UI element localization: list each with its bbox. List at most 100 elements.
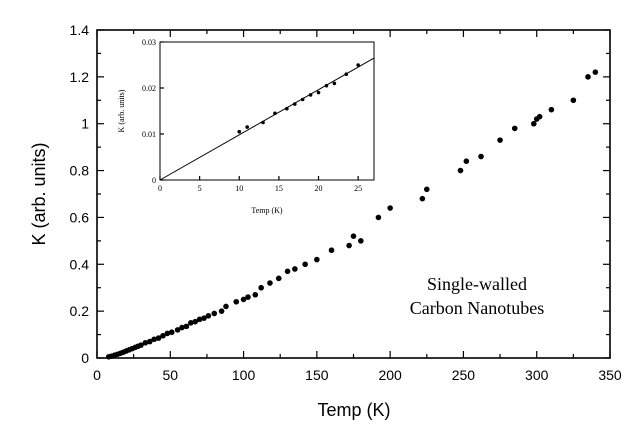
main-y-tick-label: 1.4 bbox=[70, 22, 90, 38]
main-data-point bbox=[275, 275, 282, 282]
inset-x-tick-label: 20 bbox=[315, 184, 323, 193]
inset-y-tick-label: 0.03 bbox=[142, 38, 156, 47]
inset-data-point bbox=[356, 63, 360, 67]
inset-x-tick-label: 10 bbox=[235, 184, 243, 193]
main-y-tick-label: 0.8 bbox=[70, 163, 90, 179]
main-data-point bbox=[218, 308, 225, 314]
annotation-line-2: Carbon Nanotubes bbox=[410, 298, 544, 318]
main-data-point bbox=[240, 296, 247, 303]
main-data-point bbox=[463, 158, 470, 164]
main-data-point bbox=[530, 120, 537, 127]
inset-data-point bbox=[273, 111, 277, 116]
main-data-point bbox=[196, 316, 203, 323]
inset-data-point bbox=[344, 72, 349, 76]
main-x-tick-label: 250 bbox=[452, 367, 476, 383]
inset-plot: 0 5 10 15 20 25 0 0.01 0.02 0.03 Temp (K) K (arb… bbox=[117, 38, 375, 215]
main-plot: 0 50 100 150 200 250 300 350 00.20.40.60.811.21… bbox=[29, 22, 622, 420]
main-data-point bbox=[252, 291, 259, 298]
main-data-point bbox=[478, 153, 484, 160]
main-data-point bbox=[174, 327, 181, 333]
inset-data-point bbox=[292, 102, 297, 106]
main-y-tick-label: 0.4 bbox=[70, 256, 90, 272]
main-y-tick-label: 1 bbox=[81, 116, 89, 132]
main-data-point bbox=[223, 303, 229, 310]
inset-x-axis-title: Temp (K) bbox=[251, 206, 283, 215]
inset-x-ticks: 0 5 10 15 20 25 bbox=[158, 176, 362, 193]
inset-data-points bbox=[237, 63, 360, 134]
main-data-point bbox=[233, 298, 240, 305]
main-data-point bbox=[188, 320, 194, 326]
inset-data-point bbox=[324, 83, 329, 88]
main-data-point bbox=[258, 284, 264, 291]
main-data-point bbox=[375, 214, 382, 221]
main-data-point bbox=[146, 338, 153, 345]
main-data-point bbox=[457, 167, 464, 174]
main-data-point bbox=[548, 106, 555, 113]
main-data-point bbox=[138, 342, 144, 348]
main-x-tick-label: 100 bbox=[232, 367, 256, 383]
inset-y-axis-title: K (arb. units) bbox=[117, 89, 126, 132]
main-data-point bbox=[201, 315, 207, 321]
main-y-ticks: 0 0.2 0.4 0.6 0.8 1 1.2 1.4 bbox=[70, 22, 610, 366]
main-data-point bbox=[179, 324, 185, 331]
main-data-point bbox=[292, 266, 298, 272]
inset-x-tick-label: 15 bbox=[275, 184, 283, 193]
main-data-point bbox=[536, 113, 543, 120]
inset-x-tick-label: 25 bbox=[354, 184, 362, 193]
main-x-axis-title: Temp (K) bbox=[317, 400, 390, 420]
inset-y-ticks: 0 0.01 0.02 0.03 bbox=[142, 38, 164, 185]
main-data-point bbox=[164, 330, 171, 337]
inset-data-point bbox=[285, 106, 289, 111]
inset-y-tick-label: 0 bbox=[152, 176, 156, 185]
main-data-point bbox=[350, 233, 357, 239]
inset-data-point bbox=[261, 120, 265, 125]
main-data-point bbox=[570, 97, 577, 104]
main-x-tick-label: 300 bbox=[525, 367, 549, 383]
main-data-point bbox=[419, 195, 426, 202]
annotation-line-1: Single-walled bbox=[427, 274, 527, 294]
main-data-point bbox=[328, 247, 335, 254]
main-y-tick-label: 0.2 bbox=[70, 303, 90, 319]
main-data-point bbox=[205, 313, 212, 319]
main-data-point bbox=[183, 323, 190, 330]
main-y-axis-title: K (arb. units) bbox=[29, 142, 49, 245]
inset-y-tick-label: 0.01 bbox=[142, 130, 156, 139]
main-data-point bbox=[192, 318, 199, 325]
inset-y-tick-label: 0.02 bbox=[142, 84, 156, 93]
main-data-point bbox=[585, 74, 591, 80]
main-data-point bbox=[160, 332, 166, 339]
main-x-tick-label: 200 bbox=[378, 367, 402, 383]
main-data-point bbox=[346, 242, 352, 249]
main-data-point bbox=[358, 238, 364, 244]
main-data-point bbox=[497, 137, 503, 143]
inset-data-point bbox=[245, 125, 249, 129]
main-data-point bbox=[267, 280, 273, 286]
inset-x-tick-label: 0 bbox=[158, 184, 162, 193]
main-data-point bbox=[284, 268, 291, 275]
inset-data-point bbox=[332, 81, 337, 86]
main-y-tick-label: 0 bbox=[81, 350, 89, 366]
inset-x-tick-label: 5 bbox=[198, 184, 202, 193]
main-x-tick-label: 0 bbox=[93, 367, 101, 383]
main-x-tick-label: 150 bbox=[305, 367, 329, 383]
inset-fit-line bbox=[159, 57, 375, 181]
main-data-point bbox=[245, 294, 251, 300]
main-data-point bbox=[151, 336, 157, 343]
main-x-tick-label: 50 bbox=[162, 367, 178, 383]
main-data-point bbox=[211, 310, 218, 317]
inset-data-point bbox=[316, 90, 321, 95]
main-x-ticks: 0 50 100 150 200 250 300 350 bbox=[93, 30, 622, 383]
main-data-point bbox=[511, 125, 518, 132]
inset-plot-frame bbox=[159, 41, 375, 181]
main-data-points bbox=[105, 69, 599, 360]
main-data-point bbox=[142, 339, 149, 346]
main-data-point bbox=[387, 205, 393, 211]
inset-data-point bbox=[237, 129, 242, 134]
main-data-point bbox=[314, 256, 320, 263]
main-x-tick-label: 350 bbox=[598, 367, 622, 383]
main-data-point bbox=[423, 186, 430, 193]
inset-data-point bbox=[308, 93, 313, 97]
main-data-point bbox=[592, 69, 599, 75]
inset-data-point bbox=[300, 97, 305, 102]
